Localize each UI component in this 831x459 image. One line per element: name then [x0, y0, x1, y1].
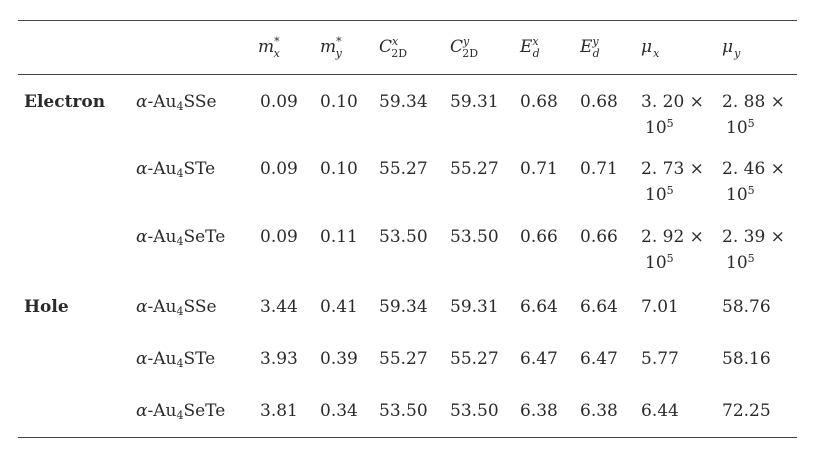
material-cell: α-Au4SSe — [136, 92, 217, 113]
value-cell-ex: 0.66 — [520, 227, 558, 247]
value-cell-cx: 59.34 — [379, 297, 428, 317]
value-cell-ey: 0.66 — [580, 227, 618, 247]
mobility-y-cell: 2. 39 × 105 — [722, 227, 785, 273]
value-cell-cy: 59.31 — [450, 297, 499, 317]
header-ed-y: Eyd — [580, 35, 600, 60]
value-cell-cx: 59.34 — [379, 92, 428, 112]
value-cell-mx: 3.44 — [260, 297, 298, 317]
value-cell-ey: 6.64 — [580, 297, 618, 317]
material-cell: α-Au4STe — [136, 159, 216, 180]
header-rule — [18, 74, 797, 75]
mobility-y-cell: 2. 88 × 105 — [722, 92, 785, 138]
header-ed-x: Exd — [520, 35, 540, 60]
header-mu-x: μx — [641, 37, 660, 60]
header-mx: m*x — [258, 35, 280, 60]
value-cell-cx: 55.27 — [379, 349, 428, 369]
value-cell-my: 0.34 — [320, 401, 358, 421]
mobility-y-cell: 72.25 — [722, 401, 771, 421]
group-label-electron: Electron — [24, 92, 106, 112]
mobility-x-cell: 7.01 — [641, 297, 679, 317]
value-cell-mx: 3.93 — [260, 349, 298, 369]
value-cell-ex: 0.68 — [520, 92, 558, 112]
header-my: m*y — [320, 35, 342, 60]
mobility-x-cell: 5.77 — [641, 349, 679, 369]
value-cell-ey: 6.38 — [580, 401, 618, 421]
material-cell: α-Au4SeTe — [136, 227, 226, 248]
value-cell-ex: 6.38 — [520, 401, 558, 421]
value-cell-ey: 6.47 — [580, 349, 618, 369]
value-cell-cy: 55.27 — [450, 159, 499, 179]
mobility-y-cell: 58.76 — [722, 297, 771, 317]
material-cell: α-Au4SSe — [136, 297, 217, 318]
value-cell-mx: 3.81 — [260, 401, 298, 421]
mobility-x-cell: 2. 92 × 105 — [641, 227, 704, 273]
value-cell-my: 0.10 — [320, 159, 358, 179]
value-cell-cy: 59.31 — [450, 92, 499, 112]
value-cell-ex: 6.47 — [520, 349, 558, 369]
mobility-x-cell: 6.44 — [641, 401, 679, 421]
mobility-x-cell: 2. 73 × 105 — [641, 159, 704, 205]
group-label-hole: Hole — [24, 297, 69, 317]
value-cell-cx: 53.50 — [379, 227, 428, 247]
value-cell-mx: 0.09 — [260, 227, 298, 247]
value-cell-cx: 55.27 — [379, 159, 428, 179]
header-c2d-y: Cy2D — [450, 35, 479, 60]
mobility-y-cell: 58.16 — [722, 349, 771, 369]
value-cell-cx: 53.50 — [379, 401, 428, 421]
header-mu-y: μy — [722, 37, 741, 60]
material-cell: α-Au4SeTe — [136, 401, 226, 422]
mobility-x-cell: 3. 20 × 105 — [641, 92, 704, 138]
value-cell-cy: 53.50 — [450, 227, 499, 247]
value-cell-ex: 6.64 — [520, 297, 558, 317]
value-cell-my: 0.41 — [320, 297, 358, 317]
value-cell-ey: 0.68 — [580, 92, 618, 112]
header-c2d-x: Cx2D — [379, 35, 408, 60]
value-cell-cy: 55.27 — [450, 349, 499, 369]
top-rule — [18, 20, 797, 22]
material-cell: α-Au4STe — [136, 349, 216, 370]
value-cell-mx: 0.09 — [260, 159, 298, 179]
value-cell-ex: 0.71 — [520, 159, 558, 179]
value-cell-ey: 0.71 — [580, 159, 618, 179]
mobility-y-cell: 2. 46 × 105 — [722, 159, 785, 205]
value-cell-my: 0.11 — [320, 227, 358, 247]
value-cell-my: 0.10 — [320, 92, 358, 112]
bottom-rule — [18, 437, 797, 439]
value-cell-cy: 53.50 — [450, 401, 499, 421]
value-cell-mx: 0.09 — [260, 92, 298, 112]
value-cell-my: 0.39 — [320, 349, 358, 369]
